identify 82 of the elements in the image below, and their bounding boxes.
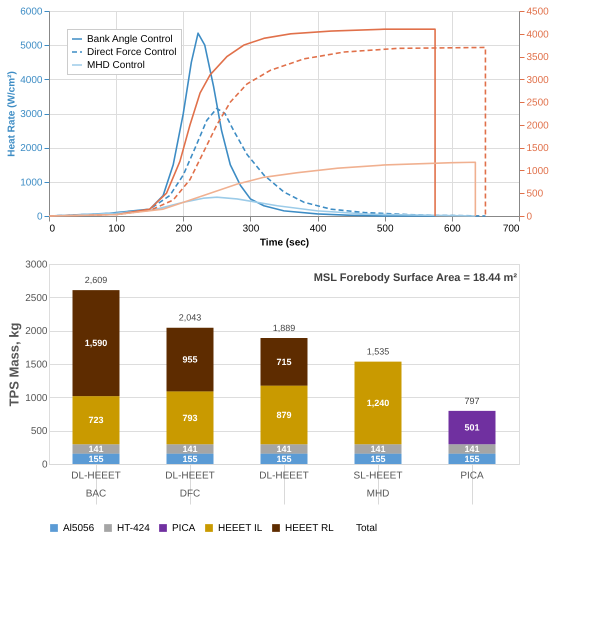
- data-label: 1,590: [84, 338, 108, 348]
- data-label: 141: [464, 444, 480, 454]
- y2-tick-label: 2000: [526, 120, 550, 132]
- x-tick-label: SL-HEEET MHD: [354, 470, 402, 500]
- y-axis-title: TPS Mass, kg: [6, 322, 22, 406]
- x-axis-title: Time (sec): [260, 238, 310, 248]
- legend-label: MHD Control: [87, 60, 145, 71]
- data-label: 879: [276, 410, 292, 420]
- legend-label: HEEET RL: [285, 523, 334, 534]
- data-label: 723: [88, 415, 104, 426]
- x-tick-label: 500: [376, 224, 394, 234]
- bar: [166, 328, 214, 392]
- data-label: 155: [464, 454, 480, 464]
- x-tick-label: DL-HEEET: [259, 470, 309, 482]
- y-tick-label: 2500: [25, 292, 48, 304]
- y2-tick-label: 500: [526, 188, 544, 200]
- y-axis-title: Heat Rate (W/cm²): [6, 71, 18, 157]
- y-tick-label: 1000: [25, 392, 48, 404]
- x-tick-label: 700: [502, 224, 520, 234]
- y-tick-label: 2000: [20, 143, 43, 154]
- x-tick-label: 300: [242, 224, 260, 234]
- data-label: 1,240: [366, 398, 390, 408]
- annotation: MSL Forebody Surface Area = 18.44 m²: [314, 272, 518, 284]
- legend-label: Direct Force Control: [87, 47, 176, 58]
- bar: [260, 338, 308, 386]
- x-tick-label: PICA: [460, 470, 484, 482]
- y2-tick-label: 3500: [526, 52, 550, 64]
- total-label: 2,043: [178, 312, 202, 323]
- y2-tick-label: 1500: [526, 143, 550, 154]
- y-tick-label: 3000: [20, 109, 43, 120]
- bar: [448, 410, 496, 444]
- line-series: [48, 161, 476, 217]
- data-label: 501: [464, 422, 480, 433]
- data-label: 155: [370, 454, 386, 464]
- y2-tick-label: 4500: [526, 6, 550, 18]
- y-tick-label: 3000: [25, 260, 48, 270]
- y-tick-label: 2000: [25, 326, 48, 338]
- bar: [72, 396, 120, 444]
- legend-label: Bank Angle Control: [87, 34, 173, 45]
- data-label: 793: [182, 412, 198, 423]
- total-label: 2,609: [84, 275, 108, 286]
- y-tick-label: 6000: [20, 6, 43, 18]
- x-tick-label: 0: [50, 224, 56, 234]
- y-tick-label: 1000: [20, 177, 43, 188]
- data-label: 141: [370, 444, 386, 454]
- data-label: 155: [182, 454, 198, 464]
- bar: [354, 362, 402, 444]
- data-label: 155: [276, 454, 292, 464]
- legend-label: HEEET IL: [218, 523, 263, 534]
- total-label: 1,535: [366, 346, 390, 357]
- y-tick-label: 1500: [25, 360, 48, 370]
- y2-tick-label: 1000: [526, 166, 550, 177]
- x-tick-label: 200: [175, 224, 193, 234]
- y-tick-label: 4000: [20, 74, 43, 86]
- data-label: 141: [276, 444, 292, 454]
- legend-label: HT-424: [117, 523, 150, 534]
- total-label: 797: [464, 396, 480, 406]
- y-tick-label: 0: [42, 460, 48, 470]
- bar: [166, 391, 214, 444]
- bar: [260, 386, 308, 444]
- x-tick-label: 600: [444, 224, 462, 234]
- y2-tick-label: 0: [526, 212, 532, 222]
- data-label: 155: [88, 454, 104, 464]
- x-tick-label: DL-HEEET DFC: [165, 470, 215, 500]
- y-tick-label: 5000: [20, 40, 43, 52]
- y-tick-label: 0: [36, 212, 43, 222]
- data-label: 141: [88, 444, 104, 454]
- bar: [72, 290, 120, 396]
- legend-label: Al5056: [63, 523, 95, 534]
- x-tick-label: 400: [310, 224, 327, 234]
- y2-tick-label: 2500: [526, 98, 550, 109]
- data-label: 715: [276, 356, 292, 367]
- data-label: 955: [182, 354, 198, 365]
- total-label: 1,889: [272, 323, 296, 333]
- x-tick-label: 100: [108, 224, 126, 234]
- x-tick-label: DL-HEEET BAC: [71, 470, 121, 500]
- data-label: 141: [182, 444, 198, 454]
- text: Total: [356, 523, 378, 534]
- y2-tick-label: 3000: [526, 74, 550, 86]
- legend-label: PICA: [172, 523, 196, 534]
- y-tick-label: 500: [30, 426, 48, 438]
- y2-tick-label: 4000: [526, 29, 550, 40]
